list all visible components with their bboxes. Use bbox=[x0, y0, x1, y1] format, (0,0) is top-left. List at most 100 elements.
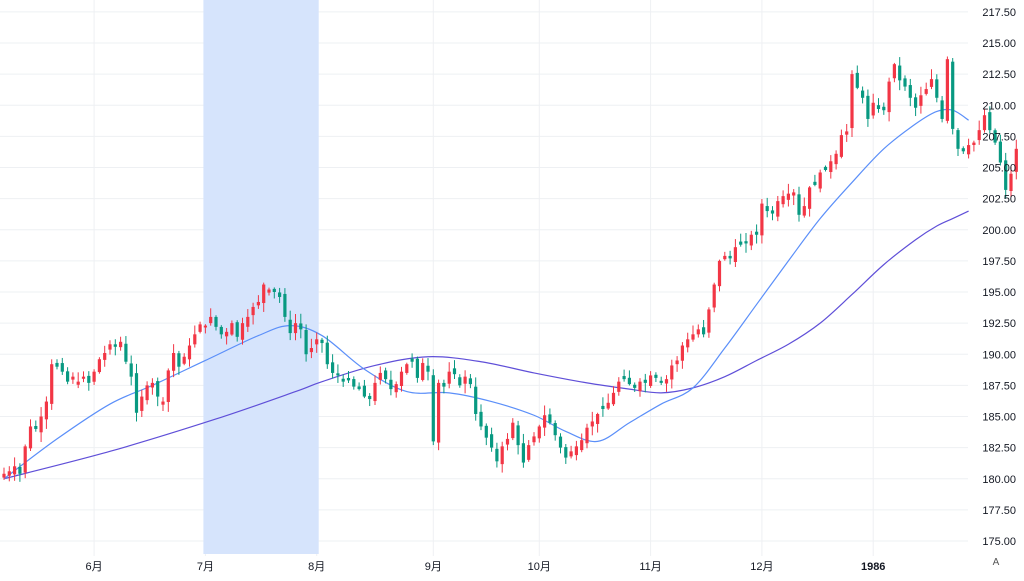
candle-body bbox=[956, 130, 960, 149]
candle-body bbox=[717, 260, 722, 287]
candle-body bbox=[945, 59, 949, 121]
candle-body bbox=[495, 448, 499, 462]
candle bbox=[882, 102, 886, 115]
candle bbox=[50, 359, 54, 410]
candle bbox=[527, 440, 531, 462]
candle bbox=[956, 127, 960, 157]
candle bbox=[707, 307, 711, 338]
candle-body bbox=[638, 381, 642, 392]
candle bbox=[447, 362, 451, 389]
candle-body bbox=[283, 293, 287, 317]
candle-body bbox=[834, 153, 838, 165]
candle-body bbox=[87, 375, 91, 383]
moving-averages bbox=[3, 108, 969, 480]
candle bbox=[463, 370, 467, 394]
candle bbox=[733, 239, 737, 267]
candle-body bbox=[442, 382, 446, 387]
candle-body bbox=[378, 372, 382, 380]
candle-body bbox=[394, 384, 398, 393]
candle-body bbox=[108, 344, 112, 350]
candle-body bbox=[262, 284, 266, 304]
candle-body bbox=[172, 353, 176, 371]
candle-body bbox=[7, 471, 11, 476]
candle-body bbox=[596, 414, 600, 424]
candle bbox=[384, 367, 388, 384]
candle-body bbox=[490, 434, 494, 448]
candle-body bbox=[516, 425, 520, 446]
candle-body bbox=[569, 451, 573, 457]
candle bbox=[585, 423, 589, 449]
candle-body bbox=[781, 196, 785, 205]
candle-body bbox=[876, 105, 881, 109]
candle bbox=[156, 377, 160, 407]
candle-body bbox=[13, 466, 17, 475]
candle bbox=[320, 337, 324, 353]
candle-body bbox=[415, 358, 419, 378]
candle bbox=[670, 359, 674, 389]
candle-body bbox=[590, 421, 594, 427]
candle-body bbox=[240, 323, 245, 340]
candle bbox=[617, 377, 621, 396]
x-tick-label: 12月 bbox=[750, 561, 773, 573]
candle bbox=[172, 344, 176, 378]
candle bbox=[373, 375, 377, 405]
candle bbox=[1014, 139, 1018, 180]
candle-body bbox=[580, 440, 584, 451]
candle bbox=[717, 259, 722, 292]
candle-body bbox=[124, 343, 128, 362]
candle-body bbox=[60, 363, 64, 372]
candle bbox=[490, 427, 494, 452]
candle-body bbox=[28, 426, 33, 449]
candle bbox=[845, 123, 849, 142]
candle bbox=[977, 120, 981, 145]
auto-scale-button[interactable]: A bbox=[992, 557, 1000, 568]
y-tick-label: 210.00 bbox=[982, 100, 1016, 112]
candle bbox=[908, 78, 912, 107]
y-tick-label: 212.50 bbox=[982, 69, 1016, 81]
candle bbox=[797, 186, 801, 222]
candle bbox=[442, 379, 446, 394]
candle bbox=[935, 74, 939, 103]
candle bbox=[452, 360, 457, 380]
x-tick-label: 11月 bbox=[639, 561, 661, 573]
candle-body bbox=[654, 374, 658, 378]
candle bbox=[1009, 166, 1013, 198]
candle bbox=[967, 138, 971, 159]
candle bbox=[76, 372, 80, 389]
candle bbox=[251, 302, 255, 325]
candle bbox=[961, 146, 965, 154]
y-tick-label: 217.50 bbox=[982, 7, 1016, 19]
candle bbox=[283, 288, 287, 322]
candle bbox=[998, 134, 1002, 166]
candle bbox=[686, 332, 690, 353]
candle bbox=[140, 389, 144, 417]
candle bbox=[892, 62, 896, 83]
candle-body bbox=[739, 241, 743, 245]
candle bbox=[633, 382, 637, 392]
candle-body bbox=[839, 135, 843, 157]
candle-body bbox=[527, 445, 531, 460]
candle-body bbox=[463, 376, 467, 384]
candle-body bbox=[92, 371, 96, 382]
candle-body bbox=[664, 379, 669, 384]
candle bbox=[7, 466, 11, 482]
candle bbox=[331, 354, 335, 379]
candle bbox=[362, 379, 366, 399]
candle-body bbox=[458, 377, 462, 386]
candle-body bbox=[622, 376, 626, 380]
candle-body bbox=[521, 443, 525, 463]
candle-body bbox=[140, 396, 144, 411]
candle bbox=[929, 69, 934, 90]
candle-body bbox=[177, 353, 181, 367]
candle-body bbox=[55, 362, 59, 367]
candle-body bbox=[145, 385, 149, 401]
candle bbox=[712, 282, 716, 313]
candle-body bbox=[861, 90, 865, 98]
candle bbox=[903, 75, 907, 91]
candle bbox=[209, 308, 213, 326]
candle-body bbox=[150, 382, 154, 388]
candle bbox=[405, 362, 409, 375]
candle bbox=[760, 199, 764, 244]
y-tick-label: 195.00 bbox=[982, 287, 1016, 299]
